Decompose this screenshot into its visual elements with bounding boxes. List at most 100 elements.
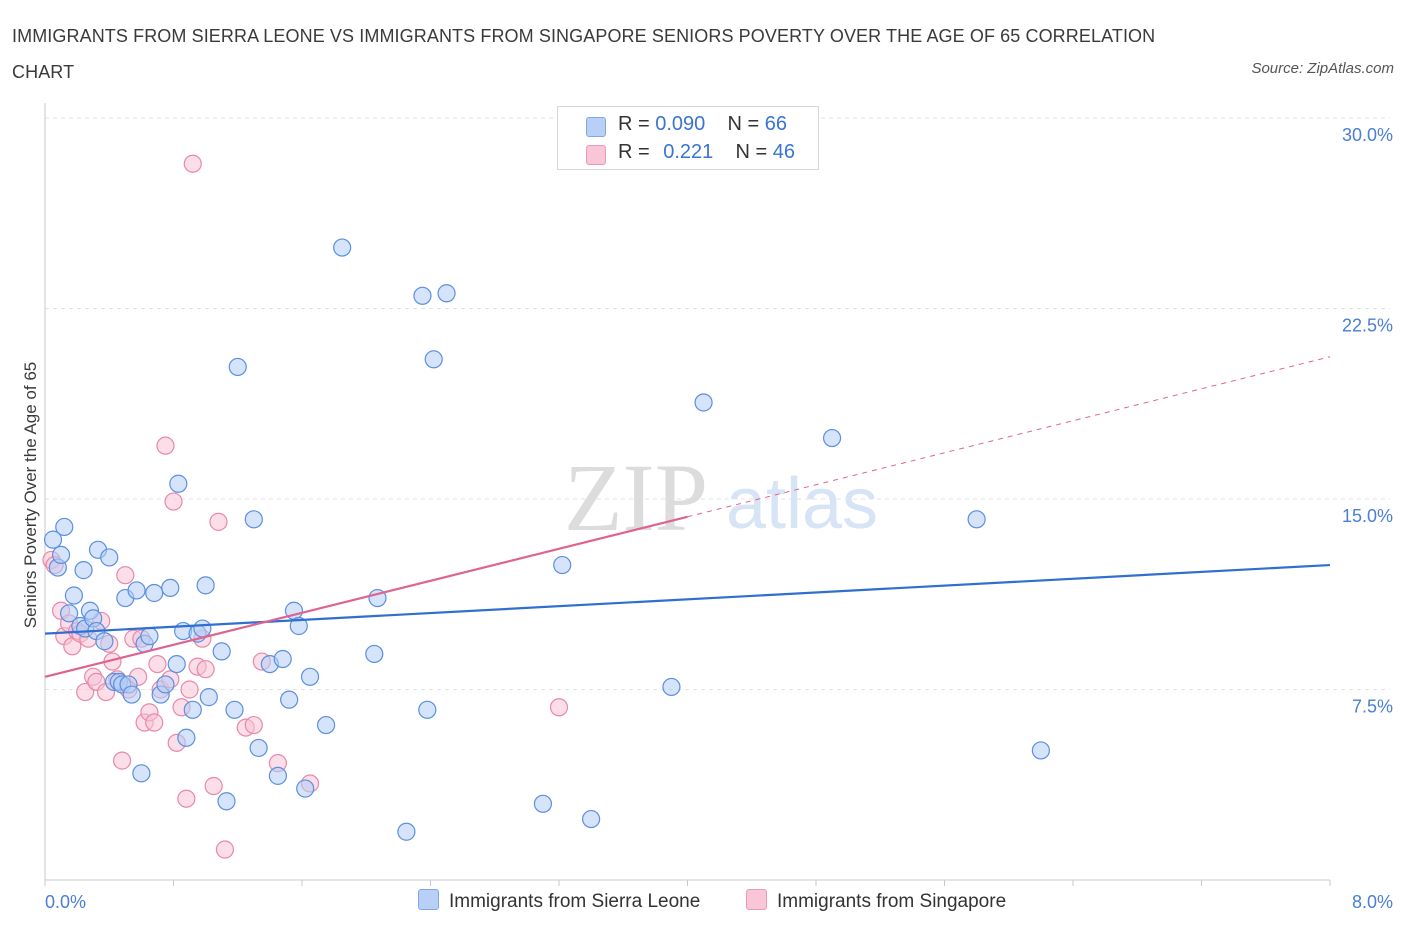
point-sierra-leone [228,357,247,377]
point-sierra-leone [64,586,84,605]
point-sierra-leone [662,677,681,697]
y-tick-label: 7.5% [1352,697,1393,717]
bottom-legend-singapore[interactable]: Immigrants from Singapore [746,889,1006,913]
legend-n-label: N = [727,113,760,135]
legend-swatch-singapore [586,145,606,165]
point-sierra-leone [132,764,151,783]
point-singapore [148,654,167,674]
point-sierra-leone [74,561,93,580]
point-sierra-leone [225,700,244,719]
point-sierra-leone [55,517,74,537]
correlation-legend: R = 0.090 N = 66 R = 0.221 N = 46 [557,106,819,170]
point-sierra-leone [437,284,456,303]
point-sierra-leone [249,738,268,758]
legend-r-value: 0.090 [655,113,706,135]
trend-line-singapore-extension [687,356,1331,518]
point-sierra-leone [199,688,218,707]
point-sierra-leone [280,690,299,709]
point-sierra-leone [333,238,352,257]
point-sierra-leone [167,654,186,674]
point-sierra-leone [193,619,212,638]
point-sierra-leone [43,530,63,549]
point-singapore [156,436,175,455]
point-sierra-leone [59,604,79,623]
x-tick-label-min: 0.0% [45,892,86,912]
point-singapore [164,492,183,511]
legend-r-value: 0.221 [663,141,714,163]
grid-lines [45,117,1390,690]
point-sierra-leone [217,792,236,811]
point-singapore [112,751,132,770]
legend-r-label: R = [618,113,650,135]
point-sierra-leone [316,715,336,735]
point-sierra-leone [122,685,141,704]
point-sierra-leone [244,510,263,529]
watermark-atlas: atlas [726,464,878,544]
point-singapore [244,715,263,735]
point-sierra-leone [397,822,416,841]
point-singapore [183,154,202,173]
point-singapore [116,566,135,585]
trend-line-singapore [44,515,688,678]
point-sierra-leone [533,794,553,813]
bottom-legend-label-sierra-leone: Immigrants from Sierra Leone [449,891,701,912]
point-sierra-leone [582,809,601,829]
point-sierra-leone [161,578,180,598]
bottom-legend-sierra-leone[interactable]: Immigrants from Sierra Leone [418,889,700,913]
y-tick-label: 22.5% [1342,316,1393,336]
point-sierra-leone [365,644,384,664]
series-sierra-leone-points [43,238,1050,841]
point-sierra-leone [296,779,315,798]
watermark-zip: ZIP [564,444,708,551]
chart-title: IMMIGRANTS FROM SIERRA LEONE VS IMMIGRAN… [12,26,1156,82]
chart-source: Source: ZipAtlas.com [1251,60,1394,77]
trend-line-sierra-leone [44,563,1331,635]
point-sierra-leone [95,632,114,651]
point-sierra-leone [196,576,215,595]
point-singapore [177,789,196,808]
point-sierra-leone [822,428,842,448]
trend-lines [44,356,1331,678]
bottom-legend-label-singapore: Immigrants from Singapore [777,891,1007,912]
point-sierra-leone [553,555,572,575]
point-singapore [209,512,228,531]
point-sierra-leone [145,583,164,603]
point-sierra-leone [268,766,288,785]
y-tick-label: 15.0% [1342,506,1393,526]
point-sierra-leone [51,545,71,564]
point-sierra-leone [169,474,188,493]
point-sierra-leone [424,350,443,369]
point-sierra-leone [156,675,175,694]
x-tick-label-max: 8.0% [1352,892,1393,912]
point-sierra-leone [413,286,432,305]
point-sierra-leone [1031,741,1050,760]
bottom-legend-swatch-singapore [746,889,767,910]
point-singapore [180,680,199,699]
legend-n-label: N = [735,141,768,163]
point-sierra-leone [289,616,308,636]
point-sierra-leone [140,627,159,646]
legend-r-label: R = [618,141,650,163]
point-sierra-leone [967,510,986,529]
point-sierra-leone [694,393,713,412]
point-sierra-leone [177,728,196,747]
point-sierra-leone [418,700,437,719]
point-singapore [145,713,164,732]
point-singapore [204,776,223,796]
point-singapore [76,682,95,702]
point-sierra-leone [300,667,320,686]
x-ticks [44,880,1331,886]
y-tick-labels: 7.5% 15.0% 22.5% 30.0% [1342,125,1393,717]
point-sierra-leone [212,642,231,661]
legend-n-value: 46 [772,141,796,163]
point-sierra-leone [100,548,119,567]
point-sierra-leone [127,581,146,600]
bottom-legend-swatch-sierra-leone [418,889,439,910]
legend-swatch-sierra-leone [586,117,606,137]
point-singapore [549,698,569,717]
point-singapore [196,660,215,679]
point-singapore [215,840,234,859]
point-sierra-leone [183,700,202,719]
point-sierra-leone [273,649,292,669]
